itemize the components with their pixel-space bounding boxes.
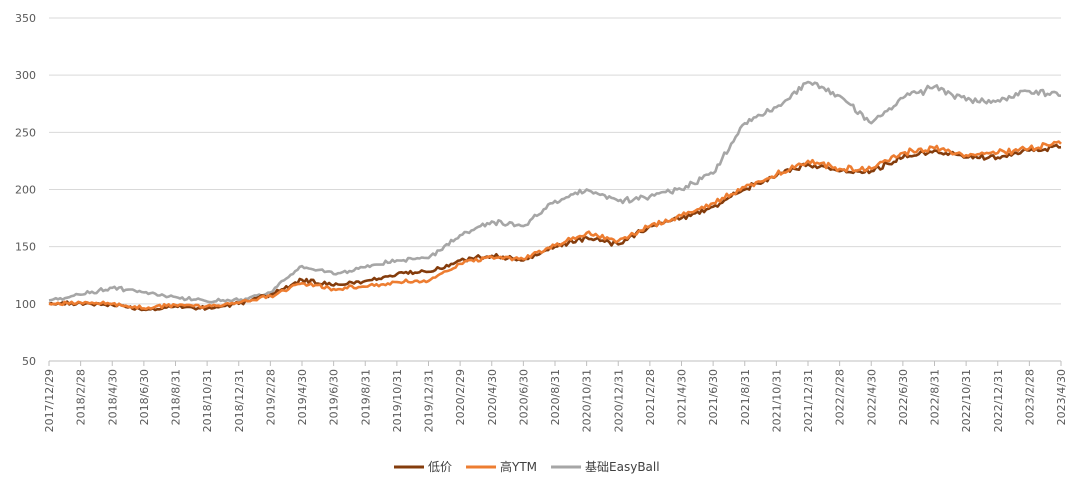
x-tick-label: 2018/4/30 xyxy=(106,369,119,425)
x-tick-label: 2017/12/29 xyxy=(43,369,56,432)
x-tick-label: 2019/10/31 xyxy=(391,369,404,432)
x-tick-label: 2018/2/28 xyxy=(75,369,88,425)
legend-label: 高YTM xyxy=(500,459,537,474)
series-lines xyxy=(48,80,1062,312)
y-tick-label: 100 xyxy=(15,298,36,311)
gridlines xyxy=(49,17,1061,305)
x-tick-label: 2019/12/31 xyxy=(423,369,436,432)
x-tick-label: 2023/4/30 xyxy=(1055,369,1068,425)
legend-label: 低价 xyxy=(428,460,452,474)
legend-item: 基础EasyBall xyxy=(551,460,660,474)
x-tick-label: 2020/6/30 xyxy=(517,369,530,425)
y-tick-label: 350 xyxy=(15,12,36,25)
x-tick-label: 2020/8/31 xyxy=(549,369,562,425)
x-tick-label: 2020/12/31 xyxy=(612,369,625,432)
x-tick-label: 2022/2/28 xyxy=(834,369,847,425)
x-tick-label: 2021/12/31 xyxy=(802,369,815,432)
x-tick-label: 2020/10/31 xyxy=(581,369,594,432)
x-tick-label: 2018/10/31 xyxy=(201,369,214,432)
x-tick-label: 2022/10/31 xyxy=(960,369,973,432)
x-tick-label: 2021/4/30 xyxy=(676,369,689,425)
legend: 低价 高YTM 基础EasyBall xyxy=(394,459,660,474)
x-tick-label: 2019/8/31 xyxy=(359,369,372,425)
series-line xyxy=(48,80,1062,304)
x-tick-label: 2021/2/28 xyxy=(644,369,657,425)
x-tick-label: 2019/2/28 xyxy=(264,369,277,425)
x-tick-label: 2021/10/31 xyxy=(770,369,783,432)
x-tick-label: 2022/8/31 xyxy=(929,369,942,425)
x-tick-label: 2021/6/30 xyxy=(707,369,720,425)
x-tick-label: 2022/4/30 xyxy=(865,369,878,425)
x-axis: 2017/12/29 2018/2/28 2018/4/30 2018/6/30 201… xyxy=(43,360,1068,432)
legend-item: 高YTM xyxy=(466,459,537,474)
legend-item: 低价 xyxy=(394,460,452,474)
x-tick-label: 2019/4/30 xyxy=(296,369,309,425)
x-tick-label: 2022/12/31 xyxy=(992,369,1005,432)
x-tick-label: 2018/6/30 xyxy=(138,369,151,425)
x-tick-label: 2018/12/31 xyxy=(233,369,246,432)
y-tick-label: 150 xyxy=(15,241,36,254)
x-tick-label: 2022/6/30 xyxy=(897,369,910,425)
y-tick-label: 300 xyxy=(15,69,36,82)
x-tick-label: 2020/2/29 xyxy=(454,369,467,425)
series-line xyxy=(48,140,1062,311)
x-tick-label: 2021/8/31 xyxy=(739,369,752,425)
y-tick-label: 250 xyxy=(15,126,36,139)
x-tick-label: 2018/8/31 xyxy=(170,369,183,425)
y-axis: 50 100 150 200 250 300 350 xyxy=(15,12,36,368)
x-tick-label: 2023/2/28 xyxy=(1023,369,1036,425)
y-tick-label: 50 xyxy=(22,355,36,368)
x-tick-label: 2019/6/30 xyxy=(328,369,341,425)
legend-label: 基础EasyBall xyxy=(585,460,660,474)
y-tick-label: 200 xyxy=(15,184,36,197)
series-line xyxy=(48,143,1062,312)
x-tick-label: 2020/4/30 xyxy=(486,369,499,425)
